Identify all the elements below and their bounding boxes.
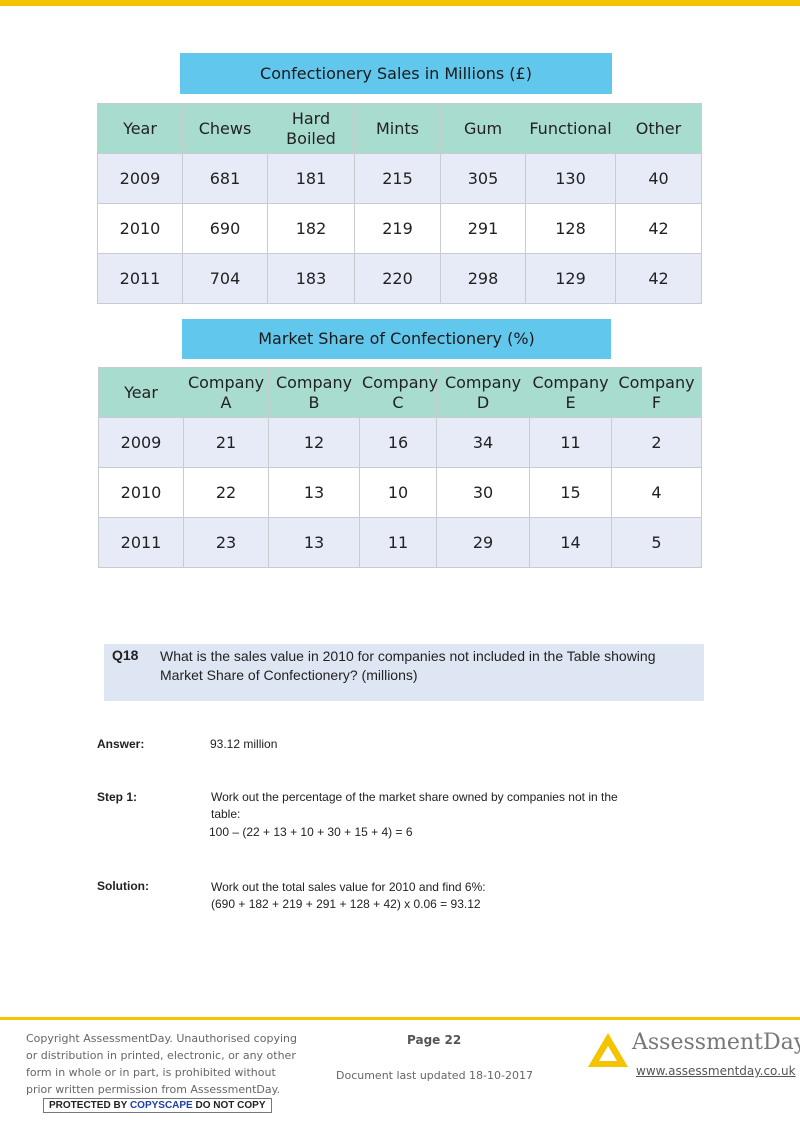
step1-line1: Work out the percentage of the market sh…: [211, 790, 618, 804]
copyscape-badge[interactable]: PROTECTED BY COPYSCAPE DO NOT COPY: [43, 1098, 272, 1113]
table-cell: 2011: [98, 517, 184, 568]
table-row: 2009 21 12 16 34 11 2: [98, 417, 702, 468]
copyright-notice: Copyright AssessmentDay. Unauthorised co…: [26, 1030, 297, 1098]
table-cell: 183: [267, 253, 355, 304]
table-cell: 42: [615, 253, 702, 304]
table-cell: 2010: [98, 467, 184, 518]
answer-label: Answer:: [97, 737, 145, 751]
table-cell: 23: [183, 517, 269, 568]
table-cell: 690: [182, 203, 268, 254]
table-cell: 182: [267, 203, 355, 254]
step1-label: Step 1:: [97, 790, 138, 804]
table-cell: 11: [359, 517, 437, 568]
step1-line3: 100 – (22 + 13 + 10 + 30 + 15 + 4) = 6: [209, 825, 413, 839]
table-cell: 220: [354, 253, 441, 304]
table-cell: 34: [436, 417, 530, 468]
table-cell: 13: [268, 467, 360, 518]
table-cell: 16: [359, 417, 437, 468]
table-cell: 2: [611, 417, 702, 468]
top-accent-bar: [0, 0, 800, 6]
table-cell: 2009: [98, 417, 184, 468]
table-header-cell: Other: [615, 103, 702, 154]
table-cell: 298: [440, 253, 526, 304]
table-header-cell: Hard Boiled: [267, 103, 355, 154]
table-cell: 219: [354, 203, 441, 254]
table-cell: 29: [436, 517, 530, 568]
table-cell: 14: [529, 517, 612, 568]
assessmentday-logo-icon: [588, 1033, 628, 1067]
table-header-cell: Company C: [359, 367, 438, 418]
table-header-cell: Company D: [436, 367, 530, 418]
table-row: 2011 23 13 11 29 14 5: [98, 517, 702, 568]
table-cell: 11: [529, 417, 612, 468]
table-header-cell: Company B: [268, 367, 360, 418]
table-header-row: Year Chews Hard Boiled Mints Gum Functional Ot…: [97, 103, 702, 154]
question-number: Q18: [112, 647, 139, 663]
step1-line2: table:: [211, 807, 241, 821]
table-cell: 129: [525, 253, 616, 304]
table2-title: Market Share of Confectionery (%): [182, 319, 611, 359]
table-header-cell: Year: [97, 103, 183, 154]
market-share-table: Year Company A Company B Company C Company D…: [98, 367, 702, 568]
table-header-cell: Gum: [440, 103, 526, 154]
table-cell: 2010: [97, 203, 183, 254]
table-header-cell: Functional: [525, 103, 616, 154]
table-cell: 2011: [97, 253, 183, 304]
logo-name: AssessmentDay: [632, 1030, 800, 1055]
table-cell: 181: [267, 153, 355, 204]
table-cell: 40: [615, 153, 702, 204]
table-cell: 704: [182, 253, 268, 304]
page-number: Page 22: [407, 1033, 462, 1047]
table-cell: 22: [183, 467, 269, 518]
copyscape-pre: PROTECTED BY: [49, 1100, 130, 1111]
table-cell: 12: [268, 417, 360, 468]
question-text: What is the sales value in 2010 for comp…: [160, 648, 656, 683]
table-cell: 128: [525, 203, 616, 254]
copyscape-post: DO NOT COPY: [192, 1100, 266, 1111]
table-cell: 42: [615, 203, 702, 254]
copyright-line: prior written permission from Assessment…: [26, 1083, 281, 1096]
table-cell: 130: [525, 153, 616, 204]
table-header-cell: Company F: [611, 367, 702, 418]
table-cell: 10: [359, 467, 437, 518]
solution-label: Solution:: [97, 879, 149, 893]
table-row: 2011 704 183 220 298 129 42: [97, 253, 702, 304]
last-updated: Document last updated 18-10-2017: [336, 1069, 533, 1082]
table-cell: 15: [529, 467, 612, 518]
table-row: 2009 681 181 215 305 130 40: [97, 153, 702, 204]
table-cell: 305: [440, 153, 526, 204]
footer-accent-bar: [0, 1017, 800, 1020]
copyscape-brand: COPYSCAPE: [129, 1100, 193, 1111]
table-row: 2010 22 13 10 30 15 4: [98, 467, 702, 518]
answer-value: 93.12 million: [210, 737, 278, 751]
table-header-cell: Company E: [529, 367, 612, 418]
table-cell: 4: [611, 467, 702, 518]
table-header-cell: Company A: [183, 367, 269, 418]
solution-line1: Work out the total sales value for 2010 …: [211, 880, 486, 894]
table-header-row: Year Company A Company B Company C Company D…: [98, 367, 702, 418]
solution-line2: (690 + 182 + 219 + 291 + 128 + 42) x 0.0…: [211, 897, 481, 911]
table-cell: 681: [182, 153, 268, 204]
table-cell: 21: [183, 417, 269, 468]
table-cell: 30: [436, 467, 530, 518]
table-header-cell: Chews: [182, 103, 268, 154]
table-header-cell: Year: [98, 367, 184, 418]
question-box: Q18 What is the sales value in 2010 for …: [104, 644, 704, 701]
copyright-line: or distribution in printed, electronic, …: [26, 1049, 296, 1062]
logo-url-link[interactable]: www.assessmentday.co.uk: [636, 1064, 796, 1078]
table-cell: 215: [354, 153, 441, 204]
copyright-line: Copyright AssessmentDay. Unauthorised co…: [26, 1032, 297, 1045]
copyright-line: form in whole or in part, is prohibited …: [26, 1066, 276, 1079]
table-cell: 5: [611, 517, 702, 568]
table-cell: 13: [268, 517, 360, 568]
table-cell: 291: [440, 203, 526, 254]
confectionery-sales-table: Year Chews Hard Boiled Mints Gum Functional Ot…: [97, 103, 702, 304]
table-header-cell: Mints: [354, 103, 441, 154]
table-row: 2010 690 182 219 291 128 42: [97, 203, 702, 254]
table1-title: Confectionery Sales in Millions (£): [180, 53, 612, 94]
table-cell: 2009: [97, 153, 183, 204]
